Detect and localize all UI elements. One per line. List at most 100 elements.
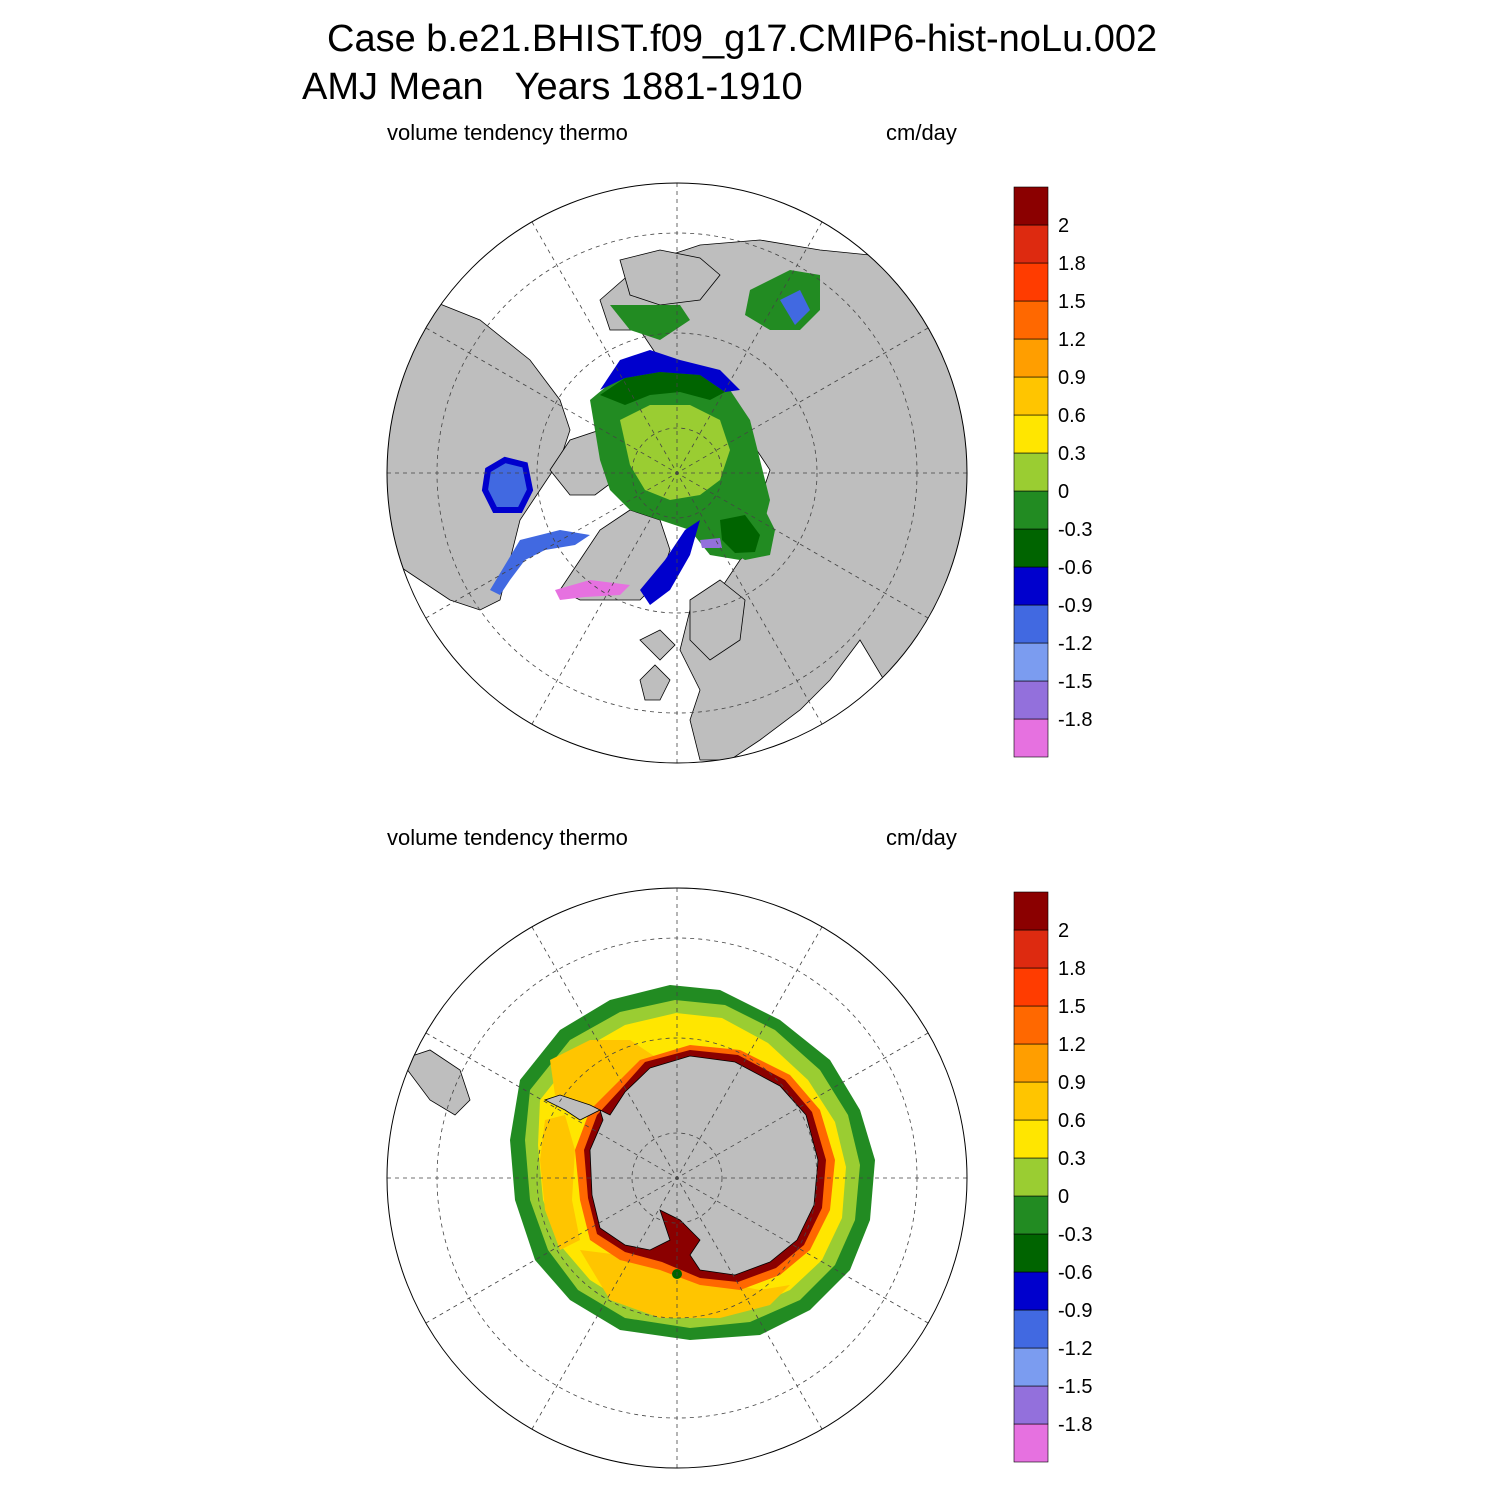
sh-colorbar-tick-label: -1.8 <box>1058 1414 1092 1436</box>
sh-graticule <box>387 888 967 1468</box>
nh-colorbar-tick-label: -0.9 <box>1058 595 1092 617</box>
nh-colorbar-tick-label: -1.8 <box>1058 709 1092 731</box>
sh-colorbar-tick-label: -1.2 <box>1058 1338 1092 1360</box>
nh-field-hudson-bay-blue <box>485 460 530 510</box>
sh-colorbar-swatch <box>1013 1195 1049 1235</box>
sh-colorbar-swatch <box>1013 1309 1049 1349</box>
sh-colorbar-tick-label: 0 <box>1058 1186 1069 1208</box>
sh-colorbar-swatch <box>1013 891 1049 931</box>
sh-parallel-inner <box>631 1132 723 1224</box>
sh-colorbar-tick-label: 1.5 <box>1058 996 1086 1018</box>
nh-land-north-america <box>387 299 571 611</box>
nh-field-greenland-sea <box>640 520 700 605</box>
nh-colorbar-swatch <box>1013 452 1049 492</box>
nh-field-barents-dark <box>720 515 760 553</box>
nh-colorbar-swatch <box>1013 224 1049 264</box>
sh-colorbar-swatch <box>1013 1157 1049 1197</box>
sh-field-gold-west <box>540 1115 580 1250</box>
nh-colorbar-swatch <box>1013 186 1049 226</box>
nh-field-east-siberian-dark <box>600 372 725 405</box>
nh-units-label: cm/day <box>886 120 957 145</box>
sh-land-south-america <box>399 1049 471 1116</box>
sh-colorbar-tick-label: 1.2 <box>1058 1034 1086 1056</box>
sh-colorbar-swatch <box>1013 1043 1049 1083</box>
sh-colorbar-swatch <box>1013 1271 1049 1311</box>
nh-colorbar-swatch <box>1013 528 1049 568</box>
sh-variable-label: volume tendency thermo <box>387 825 628 850</box>
nh-colorbar-swatch <box>1013 414 1049 454</box>
sh-colorbar-tick-label: -0.6 <box>1058 1262 1092 1284</box>
nh-colorbar-swatch <box>1013 566 1049 606</box>
nh-land-scandinavia <box>689 579 746 661</box>
nh-meridian-120 <box>425 327 929 619</box>
nh-land-alaska-far-east <box>619 249 721 306</box>
nh-field-barents-pink <box>700 538 722 548</box>
sh-colorbar-tick-label: -0.9 <box>1058 1300 1092 1322</box>
sh-colorbar-swatch <box>1013 1423 1049 1463</box>
nh-field-siberian-shelf-blue <box>600 350 740 392</box>
nh-colorbar-tick-label: 1.2 <box>1058 329 1086 351</box>
sh-meridian-120 <box>425 1032 929 1324</box>
nh-map-boundary <box>386 182 968 764</box>
sh-colorbar-tick-label: 1.8 <box>1058 958 1086 980</box>
nh-colorbar-swatch <box>1013 604 1049 644</box>
sh-land-antarctica <box>543 1055 819 1276</box>
nh-colorbar-tick-label: -0.6 <box>1058 557 1092 579</box>
nh-variable-label: volume tendency thermo <box>387 120 628 145</box>
nh-field-central-arctic-lime <box>620 405 730 500</box>
nh-field-labrador-pink <box>555 580 630 600</box>
sh-colorbar-swatch <box>1013 1119 1049 1159</box>
sh-field-gold-ross <box>580 1250 790 1318</box>
nh-land-greenland <box>559 509 671 601</box>
nh-colorbar-swatch <box>1013 642 1049 682</box>
nh-parallel-middle <box>536 332 818 614</box>
nh-colorbar-swatch <box>1013 680 1049 720</box>
nh-field-okhotsk-blue <box>780 290 810 325</box>
nh-parallel-inner <box>631 427 723 519</box>
sh-colorbar-swatch <box>1013 1385 1049 1425</box>
sh-colorbar-tick-label: -0.3 <box>1058 1224 1092 1246</box>
nh-colorbar-tick-label: 1.5 <box>1058 291 1086 313</box>
nh-colorbar-swatch <box>1013 490 1049 530</box>
sh-field-gold-weddell <box>550 1040 660 1115</box>
nh-colorbar-tick-label: 2 <box>1058 215 1069 237</box>
nh-colorbar-swatch <box>1013 376 1049 416</box>
sh-colorbar-tick-label: 0.3 <box>1058 1148 1086 1170</box>
sh-colorbar-tick-label: -1.5 <box>1058 1376 1092 1398</box>
sh-polar-map <box>386 887 968 1469</box>
sh-colorbar-swatch <box>1013 1233 1049 1273</box>
nh-polar-map <box>386 182 968 764</box>
nh-field-bering-green <box>610 305 690 340</box>
sh-colorbar-swatch <box>1013 929 1049 969</box>
sh-colorbar-swatch <box>1013 967 1049 1007</box>
nh-colorbar-tick-label: 0.9 <box>1058 367 1086 389</box>
sh-colorbar: 2 1.8 1.5 1.2 0.9 0.6 0.3 0 -0.3 -0.6 -0.9 -1.2 -1.5… <box>1013 891 1092 1463</box>
sh-parallel-middle <box>536 1037 818 1319</box>
sh-colorbar-tick-label: 2 <box>1058 920 1069 942</box>
figure-title-period: AMJ Mean Years 1881-1910 <box>302 66 803 108</box>
nh-colorbar-tick-label: 0.3 <box>1058 443 1086 465</box>
nh-colorbar-swatch <box>1013 338 1049 378</box>
nh-field-baffin-labrador <box>490 530 590 595</box>
nh-land-iceland <box>639 629 676 661</box>
sh-map-boundary <box>386 887 968 1469</box>
nh-colorbar-tick-label: 0 <box>1058 481 1069 503</box>
nh-colorbar-swatch <box>1013 262 1049 302</box>
sh-colorbar-swatch <box>1013 1081 1049 1121</box>
nh-colorbar-swatch <box>1013 718 1049 758</box>
nh-colorbar: 2 1.8 1.5 1.2 0.9 0.6 0.3 0 -0.3 -0.6 -0.9 -1.2 -1.5… <box>1013 186 1092 758</box>
nh-graticule <box>387 183 967 763</box>
nh-colorbar-tick-label: -0.3 <box>1058 519 1092 541</box>
nh-colorbar-tick-label: -1.5 <box>1058 671 1092 693</box>
sh-colorbar-tick-label: 0.9 <box>1058 1072 1086 1094</box>
sh-colorbar-swatch <box>1013 1005 1049 1045</box>
nh-colorbar-tick-label: -1.2 <box>1058 633 1092 655</box>
sh-units-label: cm/day <box>886 825 957 850</box>
nh-colorbar-swatch <box>1013 300 1049 340</box>
sh-colorbar-tick-label: 0.6 <box>1058 1110 1086 1132</box>
nh-colorbar-tick-label: 0.6 <box>1058 405 1086 427</box>
nh-field-hudson-bay-outline <box>481 456 534 513</box>
nh-colorbar-tick-label: 1.8 <box>1058 253 1086 275</box>
figure-title-case: Case b.e21.BHIST.f09_g17.CMIP6-hist-noLu… <box>327 18 1158 60</box>
